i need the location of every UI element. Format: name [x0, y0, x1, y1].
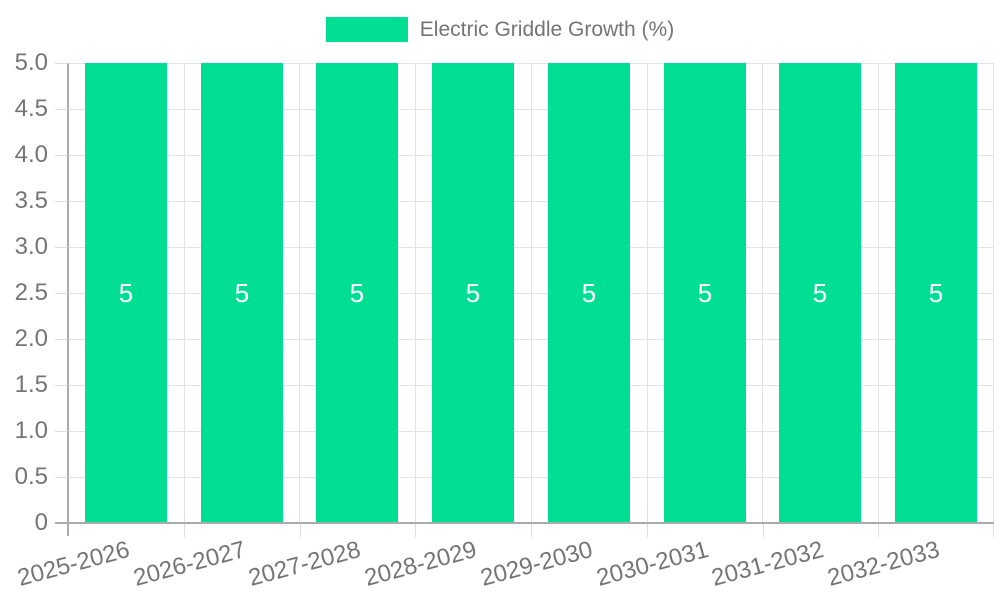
bar[interactable]: 5 [779, 63, 861, 523]
y-axis-line [67, 63, 69, 536]
bar[interactable]: 5 [85, 63, 167, 523]
y-tick [55, 385, 68, 386]
x-tick-label: 2025-2026 [14, 536, 133, 592]
bar-value-label: 5 [118, 277, 134, 308]
y-tick [55, 63, 68, 64]
bar[interactable]: 5 [664, 63, 746, 523]
y-tick [55, 201, 68, 202]
y-tick [55, 477, 68, 478]
y-tick-label: 3.5 [14, 187, 48, 214]
v-gridline [993, 63, 994, 523]
bar[interactable]: 5 [316, 63, 398, 523]
v-gridline [299, 63, 300, 523]
x-tick-label: 2031-2032 [708, 536, 827, 592]
legend[interactable]: Electric Griddle Growth (%) [0, 17, 1000, 42]
x-tick-label: 2026-2027 [130, 536, 249, 592]
y-tick-label: 3.0 [14, 233, 48, 260]
x-axis-line [55, 522, 994, 524]
y-tick-label: 0.5 [14, 463, 48, 490]
v-gridline [878, 63, 879, 523]
bar-value-label: 5 [465, 277, 481, 308]
v-gridline [184, 63, 185, 523]
y-tick-label: 5.0 [14, 49, 48, 76]
x-tick [763, 524, 764, 537]
bar-value-label: 5 [349, 277, 365, 308]
y-tick [55, 339, 68, 340]
legend-swatch-icon [325, 17, 408, 42]
y-tick-label: 2.5 [14, 279, 48, 306]
y-tick-label: 4.0 [14, 141, 48, 168]
x-tick [647, 524, 648, 537]
x-tick-label: 2028-2029 [361, 536, 480, 592]
x-tick [993, 524, 994, 537]
y-tick [55, 431, 68, 432]
y-tick-label: 0 [34, 509, 48, 536]
plot-area: 5 5 5 5 5 5 5 5 [68, 63, 994, 523]
legend-label: Electric Griddle Growth (%) [419, 17, 675, 41]
bar[interactable]: 5 [895, 63, 977, 523]
v-gridline [531, 63, 532, 523]
bar-value-label: 5 [234, 277, 250, 308]
x-tick-label: 2032-2033 [824, 536, 943, 592]
y-tick-label: 1.5 [14, 371, 48, 398]
x-tick-label: 2030-2031 [593, 536, 712, 592]
y-tick-label: 2.0 [14, 325, 48, 352]
y-tick-label: 1.0 [14, 417, 48, 444]
v-gridline [647, 63, 648, 523]
bar-value-label: 5 [581, 277, 597, 308]
bar[interactable]: 5 [432, 63, 514, 523]
bar[interactable]: 5 [201, 63, 283, 523]
x-tick [878, 524, 879, 537]
bar-value-label: 5 [697, 277, 713, 308]
y-tick [55, 155, 68, 156]
x-tick-label: 2029-2030 [477, 536, 596, 592]
bar[interactable]: 5 [548, 63, 630, 523]
bar-value-label: 5 [812, 277, 828, 308]
x-tick [184, 524, 185, 537]
x-tick-label: 2027-2028 [245, 536, 364, 592]
y-tick-label: 4.5 [14, 95, 48, 122]
bar-value-label: 5 [928, 277, 944, 308]
x-tick [531, 524, 532, 537]
y-tick [55, 247, 68, 248]
v-gridline [762, 63, 763, 523]
x-tick [300, 524, 301, 537]
x-tick [415, 524, 416, 537]
y-tick [55, 109, 68, 110]
v-gridline [415, 63, 416, 523]
y-tick [55, 293, 68, 294]
